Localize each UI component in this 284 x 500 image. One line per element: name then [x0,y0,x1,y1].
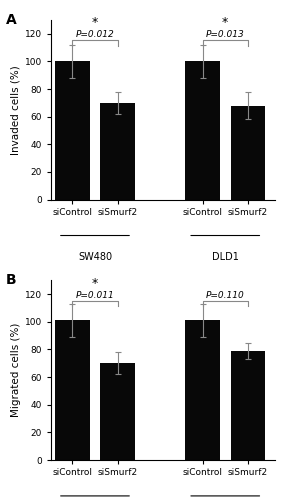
Bar [55,62,90,200]
Bar [185,62,220,200]
Bar [185,320,220,460]
Text: *: * [92,276,98,289]
Text: P=0.011: P=0.011 [76,291,114,300]
Bar [231,106,265,200]
Text: SW480: SW480 [78,252,112,262]
Y-axis label: Migrated cells (%): Migrated cells (%) [11,323,21,418]
Bar [55,320,90,460]
Text: DLD1: DLD1 [212,252,239,262]
Bar [100,103,135,200]
Text: *: * [222,16,228,30]
Bar [100,364,135,460]
Text: P=0.110: P=0.110 [206,291,245,300]
Y-axis label: Invaded cells (%): Invaded cells (%) [11,65,21,154]
Text: A: A [6,13,17,27]
Text: P=0.012: P=0.012 [76,30,114,40]
Bar [231,351,265,460]
Text: *: * [92,16,98,30]
Text: B: B [6,273,17,287]
Text: P=0.013: P=0.013 [206,30,245,40]
